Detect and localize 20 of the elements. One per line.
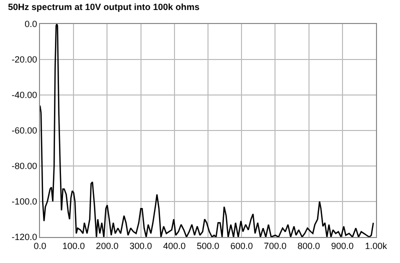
x-tick-label: 1.00k (364, 240, 388, 251)
y-tick-label: -20.00 (12, 54, 38, 65)
chart-title: 50Hz spectrum at 10V output into 100k ohms (8, 2, 200, 12)
x-tick-label: 600.0 (230, 240, 253, 251)
x-tick-label: 100.0 (62, 240, 85, 251)
x-tick-label: 500.0 (196, 240, 220, 251)
line-series (40, 24, 374, 237)
y-tick-label: -120.0 (12, 232, 38, 242)
y-tick-label: 0.0 (24, 19, 38, 30)
y-tick-label: -40.00 (12, 90, 38, 100)
y-tick-label: -60.00 (12, 126, 38, 136)
x-tick-label: 700.0 (264, 240, 286, 251)
y-tick-label: -80.00 (12, 161, 38, 172)
x-tick-label: 300.0 (130, 240, 152, 251)
x-tick-label: 400.0 (163, 240, 186, 251)
x-tick-label: 900.0 (331, 240, 354, 251)
y-tick-label: -100.0 (12, 196, 38, 207)
x-tick-label: 800.0 (298, 240, 320, 251)
x-tick-label: 200.0 (96, 240, 118, 251)
x-tick-label: 0.0 (34, 240, 46, 251)
